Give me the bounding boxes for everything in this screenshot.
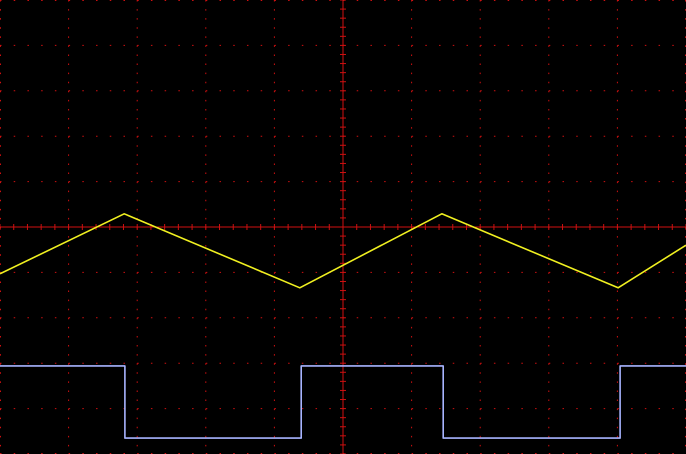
waveform-trace <box>0 365 686 439</box>
waveform-trace <box>0 213 686 289</box>
